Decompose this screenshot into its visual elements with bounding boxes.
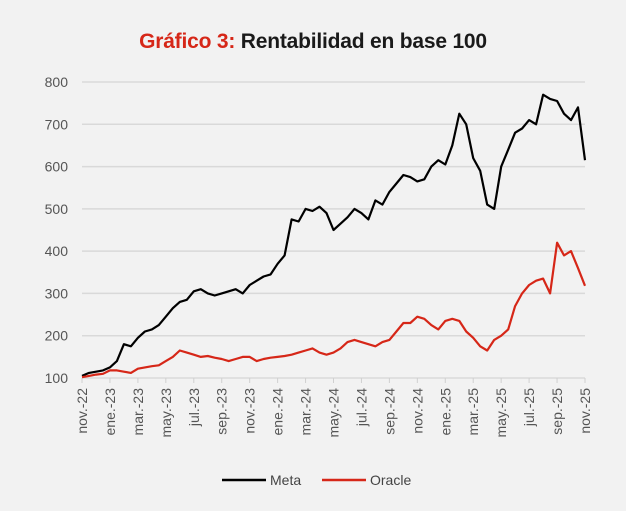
- y-tick-label: 100: [45, 370, 69, 386]
- x-tick-label: sep.-25: [549, 388, 565, 435]
- x-tick-label: ene.-23: [102, 388, 118, 436]
- x-tick-label: nov.-25: [577, 388, 593, 434]
- series-line-oracle: [81, 241, 587, 379]
- x-tick-label: sep.-23: [214, 388, 230, 435]
- x-tick-label: nov.-24: [409, 388, 425, 434]
- x-tick-label: nov.-22: [74, 388, 90, 434]
- x-tick-label: ene.-24: [270, 388, 286, 436]
- x-tick-label: jul.-24: [353, 388, 369, 427]
- y-tick-label: 500: [45, 201, 69, 217]
- x-tick-label: jul.-25: [521, 388, 537, 427]
- y-tick-label: 600: [45, 159, 69, 175]
- x-tick-label: jul.-23: [186, 388, 202, 427]
- y-tick-label: 700: [45, 116, 69, 132]
- x-tick-label: ene.-25: [437, 388, 453, 436]
- y-tick-label: 400: [45, 243, 69, 259]
- x-tick-label: may.-23: [158, 388, 174, 438]
- x-tick-label: nov.-23: [242, 388, 258, 434]
- x-tick-label: may.-24: [326, 388, 342, 438]
- legend-label-meta: Meta: [270, 472, 301, 488]
- y-tick-label: 200: [45, 328, 69, 344]
- x-tick-label: sep.-24: [381, 388, 397, 435]
- chart-title-text: Rentabilidad en base 100: [240, 30, 487, 53]
- series-line-meta: [81, 93, 587, 377]
- y-tick-label: 300: [45, 285, 69, 301]
- x-tick-label: mar.-24: [298, 388, 314, 436]
- chart-title: Gráfico 3: Rentabilidad en base 100: [0, 30, 626, 54]
- legend-label-oracle: Oracle: [370, 472, 411, 488]
- x-tick-label: mar.-23: [130, 388, 146, 436]
- y-tick-label: 800: [45, 74, 69, 90]
- x-tick-label: may.-25: [493, 388, 509, 438]
- chart-title-lead: Gráfico 3:: [139, 30, 236, 53]
- x-tick-label: mar.-25: [465, 388, 481, 436]
